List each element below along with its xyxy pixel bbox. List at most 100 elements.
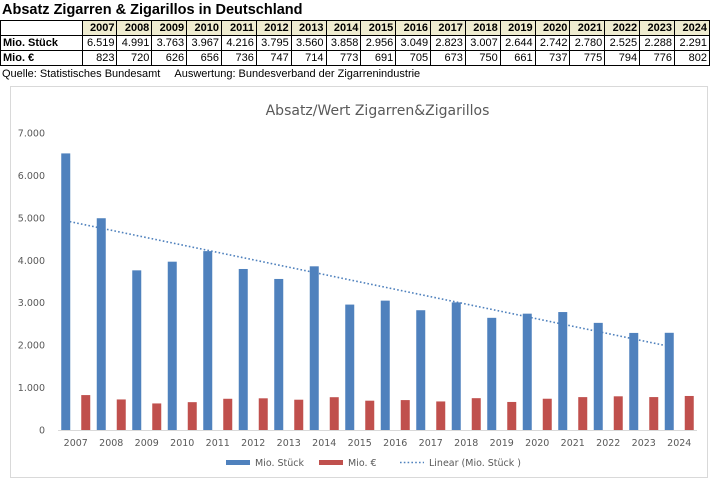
x-tick-label: 2015	[348, 438, 372, 449]
page-title: Absatz Zigarren & Zigarillos in Deutschl…	[2, 2, 303, 18]
bar-mio-stueck	[416, 310, 426, 430]
table-row: Mio. Stück 6.519 4.991 3.763 3.967 4.216 3.795…	[0, 35, 710, 51]
table-cell: 720	[116, 50, 153, 66]
table-year-header: 2021	[569, 20, 606, 36]
table-row-label: Mio. €	[0, 50, 83, 66]
x-tick-label: 2009	[135, 438, 159, 449]
table-year-header: 2014	[325, 20, 362, 36]
x-tick-label: 2011	[206, 438, 230, 449]
table-year-header: 2024	[673, 20, 710, 36]
bar-mio-euro	[329, 397, 339, 430]
bar-mio-euro	[613, 396, 623, 430]
bar-mio-euro	[578, 397, 588, 430]
bar-mio-euro	[81, 395, 91, 430]
table-cell: 3.858	[325, 35, 362, 51]
table-cell: 2.525	[604, 35, 641, 51]
x-tick-label: 2020	[525, 438, 549, 449]
bar-chart: Absatz/Wert Zigarren&Zigarillos 0 1.000 2.0…	[18, 103, 697, 469]
table-header-row: 2007 2008 2009 2010 2011 2012 2013 2014 2015 2016…	[0, 20, 710, 36]
table-year-header: 2015	[360, 20, 397, 36]
table-year-header: 2022	[604, 20, 641, 36]
table-cell: 4.216	[221, 35, 257, 51]
table-cell: 2.823	[430, 35, 466, 51]
x-tick-label: 2007	[64, 438, 88, 449]
x-tick-label: 2017	[419, 438, 443, 449]
x-tick-label: 2013	[277, 438, 301, 449]
table-cell: 823	[81, 50, 118, 66]
table-cell: 775	[569, 50, 606, 66]
x-tick-label: 2023	[632, 438, 656, 449]
table-body: Mio. Stück 6.519 4.991 3.763 3.967 4.216 3.795…	[0, 35, 710, 66]
x-tick-label: 2018	[454, 438, 478, 449]
table-cell: 802	[673, 50, 710, 66]
legend-swatch-mio-euro	[319, 460, 343, 465]
x-tick-label: 2019	[490, 438, 514, 449]
table-year-header: 2011	[221, 20, 257, 36]
bar-mio-stueck	[664, 332, 674, 430]
table-year-header: 2017	[430, 20, 466, 36]
y-tick-label: 1.000	[18, 383, 45, 394]
bar-mio-stueck	[132, 270, 142, 430]
x-tick-label: 2022	[596, 438, 620, 449]
x-tick-label: 2008	[99, 438, 123, 449]
bar-mio-euro	[187, 402, 197, 430]
table-corner-cell	[0, 20, 83, 36]
x-tick-label: 2012	[241, 438, 265, 449]
chart-title: Absatz/Wert Zigarren&Zigarillos	[266, 103, 490, 119]
table-cell: 6.519	[81, 35, 118, 51]
x-tick-label: 2010	[170, 438, 194, 449]
y-tick-label: 6.000	[18, 171, 45, 182]
table-cell: 2.291	[673, 35, 710, 51]
table-cell: 656	[186, 50, 222, 66]
bar-mio-stueck	[629, 332, 639, 430]
table-cell: 3.795	[255, 35, 292, 51]
table-cell: 4.991	[116, 35, 153, 51]
x-tick-label: 2021	[561, 438, 585, 449]
source-label: Quelle: Statistisches Bundesamt	[2, 68, 161, 80]
table-year-header: 2007	[81, 20, 118, 36]
data-table: 2007 2008 2009 2010 2011 2012 2013 2014 2015 2016…	[0, 20, 710, 66]
bar-mio-stueck	[593, 322, 603, 430]
chart-container: Absatz/Wert Zigarren&Zigarillos 0 1.000 2.0…	[10, 86, 708, 478]
bar-mio-stueck	[238, 268, 248, 430]
bar-mio-euro	[152, 403, 162, 430]
table-row: Mio. €823 720 626 656 736 747 714 773 691 705 673 7…	[0, 50, 710, 66]
table-cell: 737	[534, 50, 571, 66]
table-cell: 776	[639, 50, 675, 66]
bar-mio-stueck	[451, 302, 461, 430]
table-cell: 3.560	[290, 35, 327, 51]
legend-label-mio-euro: Mio. €	[348, 458, 377, 469]
table-cell: 661	[499, 50, 536, 66]
legend-label-mio-stueck: Mio. Stück	[255, 458, 305, 469]
bar-mio-stueck	[487, 317, 497, 430]
table-year-header: 2009	[151, 20, 188, 36]
bar-mio-stueck	[61, 153, 71, 430]
bar-mio-euro	[507, 401, 517, 430]
bar-mio-euro	[649, 397, 659, 430]
table-cell: 626	[151, 50, 188, 66]
legend-label-trendline: Linear (Mio. Stück )	[429, 458, 521, 469]
table-year-header: 2023	[639, 20, 675, 36]
y-tick-label: 2.000	[18, 341, 45, 352]
table-cell: 794	[604, 50, 641, 66]
table-cell: 714	[290, 50, 327, 66]
table-cell: 3.007	[464, 35, 501, 51]
bar-mio-euro	[400, 400, 410, 430]
trendline	[69, 220, 674, 348]
bar-mio-euro	[365, 400, 375, 430]
x-tick-label: 2014	[312, 438, 336, 449]
table-cell: 2.742	[534, 35, 571, 51]
bar-mio-stueck	[558, 312, 568, 430]
table-year-header: 2018	[464, 20, 501, 36]
table-cell: 2.956	[360, 35, 397, 51]
table-cell: 3.967	[186, 35, 222, 51]
y-tick-label: 0	[39, 426, 45, 437]
bar-mio-euro	[258, 398, 268, 430]
x-tick-label: 2024	[667, 438, 691, 449]
table-year-header: 2010	[186, 20, 222, 36]
table-cell: 747	[255, 50, 292, 66]
bar-mio-stueck	[345, 304, 355, 430]
table-cell: 705	[395, 50, 432, 66]
bar-mio-stueck	[309, 266, 319, 430]
table-year-header: 2008	[116, 20, 153, 36]
